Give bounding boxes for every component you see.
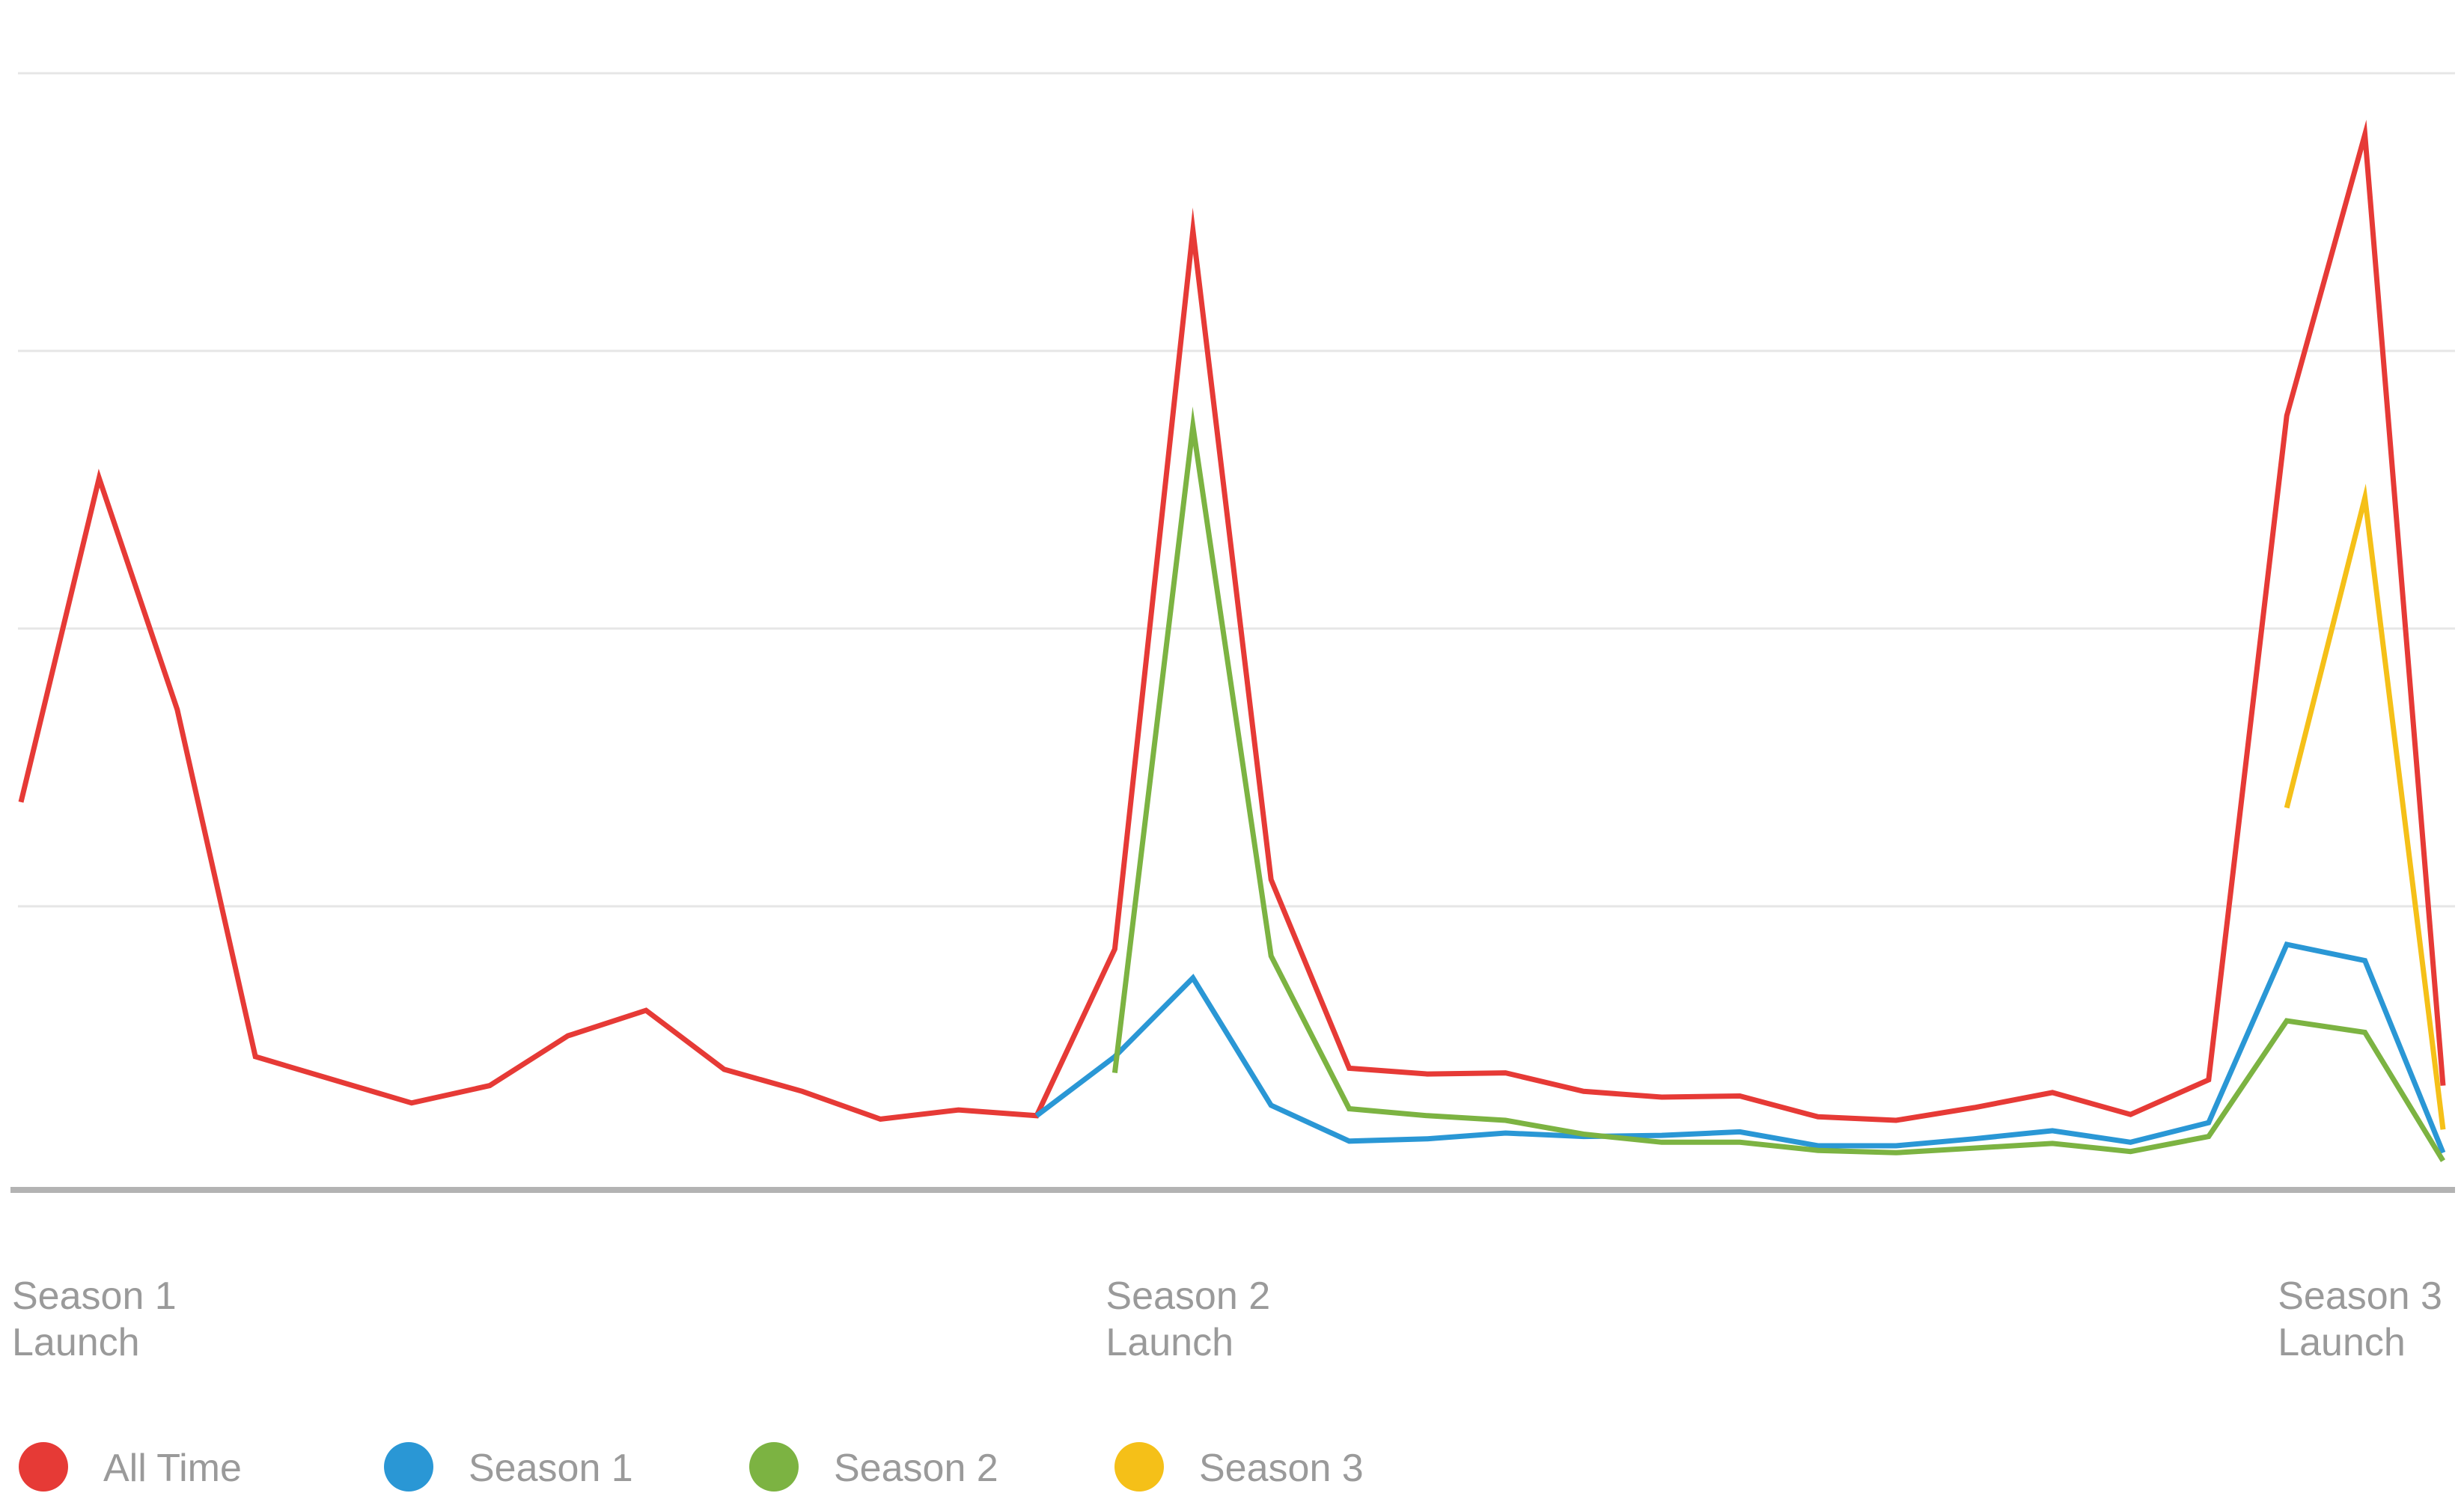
legend-item-season-1: Season 1 — [384, 1442, 633, 1492]
legend-label: Season 2 — [834, 1447, 998, 1490]
legend-swatch — [1114, 1442, 1164, 1492]
x-tick-label-line: Season 1 — [12, 1274, 177, 1318]
legend-swatch — [19, 1442, 68, 1492]
x-tick-label-line: Launch — [12, 1321, 140, 1364]
x-tick-label-2: Season 2 Launch — [1106, 1274, 1270, 1364]
series-lines — [18, 119, 2446, 1162]
legend-swatch — [749, 1442, 799, 1492]
legend-item-season-3: Season 3 — [1114, 1442, 1364, 1492]
x-tick-label-3: Season 3 Launch — [2278, 1274, 2442, 1364]
series-line-all-time — [18, 119, 2446, 1123]
series-line-season-2 — [1111, 406, 2445, 1162]
legend-swatch — [384, 1442, 433, 1492]
legend-label: Season 3 — [1199, 1447, 1364, 1490]
x-tick-label-line: Season 3 — [2278, 1274, 2442, 1318]
legend-label: Season 1 — [469, 1447, 633, 1490]
x-tick-label-line: Launch — [2278, 1321, 2406, 1364]
x-tick-label-line: Season 2 — [1106, 1274, 1270, 1318]
x-tick-label-line: Launch — [1106, 1321, 1233, 1364]
x-tick-label-1: Season 1 Launch — [12, 1274, 177, 1364]
legend: All Time Season 1 Season 2 Season 3 — [19, 1442, 1364, 1492]
gridlines — [18, 72, 2455, 908]
legend-label: All Time — [103, 1447, 242, 1490]
legend-item-season-2: Season 2 — [749, 1442, 998, 1492]
legend-item-all-time: All Time — [19, 1442, 242, 1492]
series-line-season-1 — [1034, 941, 2446, 1154]
series-line-season-3 — [2284, 483, 2446, 1130]
